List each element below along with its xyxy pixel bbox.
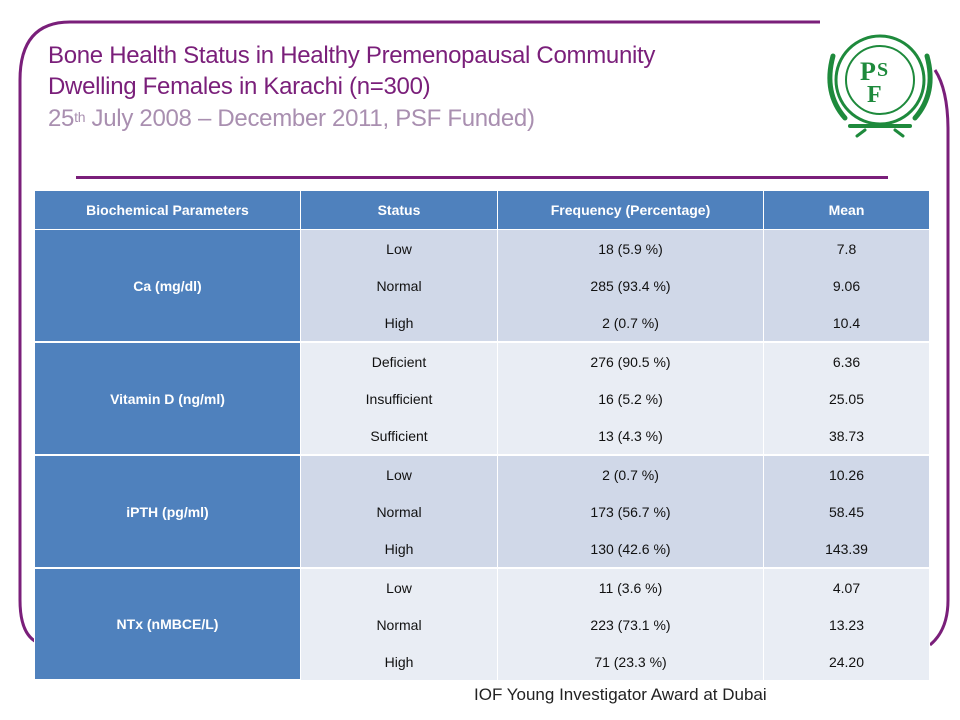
status-cell: Low (300, 568, 498, 606)
logo-monogram: P S F (860, 57, 888, 108)
status-cell: Deficient (300, 342, 498, 380)
title-line-1: Bone Health Status in Healthy Premenopau… (48, 42, 656, 69)
frequency-cell: 276 (90.5 %) (497, 342, 764, 380)
mean-cell: 58.45 (763, 493, 930, 530)
psf-logo: P S F (827, 34, 933, 138)
table-row: High 71 (23.3 %) 24.20 (35, 643, 930, 680)
frequency-cell: 71 (23.3 %) (497, 643, 764, 680)
frame-right-curve (929, 69, 950, 647)
svg-text:S: S (877, 59, 888, 81)
status-cell: Low (300, 229, 498, 267)
frequency-cell: 130 (42.6 %) (497, 530, 764, 569)
biochemical-parameters-table: Biochemical Parameters Status Frequency … (34, 190, 930, 681)
award-footer: IOF Young Investigator Award at Dubai (474, 685, 767, 704)
mean-cell: 143.39 (763, 530, 930, 569)
table-row: Normal 285 (93.4 %) 9.06 (35, 267, 930, 304)
status-cell: High (300, 643, 498, 680)
table-row: Sufficient 13 (4.3 %) 38.73 (35, 417, 930, 456)
mean-cell: 9.06 (763, 267, 930, 304)
title-underline (76, 176, 888, 179)
status-cell: High (300, 530, 498, 569)
frequency-cell: 173 (56.7 %) (497, 493, 764, 530)
table-row: iPTH (pg/ml) Low 2 (0.7 %) 10.26 (34, 455, 930, 569)
status-cell: Normal (300, 606, 498, 643)
date-suffix: th (74, 109, 86, 125)
table-row: Insufficient 16 (5.2 %) 25.05 (35, 380, 930, 417)
header-frequency: Frequency (Percentage) (497, 190, 764, 230)
status-cell: High (300, 304, 498, 343)
frequency-cell: 2 (0.7 %) (497, 304, 764, 343)
logo-inner-ring (845, 45, 915, 115)
table-row: NTx (nMBCE/L) Low 11 (3.6 %) 4.07 (34, 568, 930, 681)
mean-cell: 4.07 (763, 568, 930, 606)
status-cell: Sufficient (300, 417, 498, 456)
header-parameter: Biochemical Parameters (34, 190, 301, 230)
slide-title: Bone Health Status in Healthy Premenopau… (48, 40, 788, 136)
mean-cell: 13.23 (763, 606, 930, 643)
mean-cell: 25.05 (763, 380, 930, 417)
parameter-cell: Vitamin D (ng/ml) (34, 342, 301, 456)
mean-cell: 7.8 (763, 229, 930, 267)
frequency-cell: 13 (4.3 %) (497, 417, 764, 456)
status-cell: Normal (300, 267, 498, 304)
table-header-row: Biochemical Parameters Status Frequency … (34, 190, 930, 230)
title-date-line: 25th July 2008 – December 2011, PSF Fund… (48, 102, 788, 136)
frequency-cell: 18 (5.9 %) (497, 229, 764, 267)
svg-text:F: F (867, 82, 882, 108)
logo-outer-ring (834, 34, 926, 126)
table-row: Ca (mg/dl) Low 18 (5.9 %) 7.8 (34, 229, 930, 343)
header-status: Status (300, 190, 498, 230)
frequency-cell: 2 (0.7 %) (497, 455, 764, 493)
table-row: High 2 (0.7 %) 10.4 (35, 304, 930, 343)
mean-cell: 10.26 (763, 455, 930, 493)
table-row: Normal 173 (56.7 %) 58.45 (35, 493, 930, 530)
parameter-cell: iPTH (pg/ml) (34, 455, 301, 569)
parameter-cell: NTx (nMBCE/L) (34, 568, 301, 681)
frame-left-curve (18, 20, 820, 647)
frequency-cell: 11 (3.6 %) (497, 568, 764, 606)
parameter-cell: Ca (mg/dl) (34, 229, 301, 343)
status-cell: Low (300, 455, 498, 493)
table-row: Vitamin D (ng/ml) Deficient 276 (90.5 %)… (34, 342, 930, 456)
laurel-wreath-icon (827, 53, 933, 138)
mean-cell: 38.73 (763, 417, 930, 456)
mean-cell: 6.36 (763, 342, 930, 380)
date-rest: July 2008 – December 2011, PSF Funded) (85, 105, 535, 132)
table-row: Normal 223 (73.1 %) 13.23 (35, 606, 930, 643)
frequency-cell: 285 (93.4 %) (497, 267, 764, 304)
table-row: High 130 (42.6 %) 143.39 (35, 530, 930, 569)
mean-cell: 10.4 (763, 304, 930, 343)
frequency-cell: 223 (73.1 %) (497, 606, 764, 643)
title-line-2: Dwelling Females in Karachi (n=300) (48, 73, 431, 100)
mean-cell: 24.20 (763, 643, 930, 680)
status-cell: Insufficient (300, 380, 498, 417)
date-prefix: 25 (48, 105, 75, 132)
frequency-cell: 16 (5.2 %) (497, 380, 764, 417)
status-cell: Normal (300, 493, 498, 530)
header-mean: Mean (763, 190, 930, 230)
svg-text:P: P (860, 57, 876, 86)
